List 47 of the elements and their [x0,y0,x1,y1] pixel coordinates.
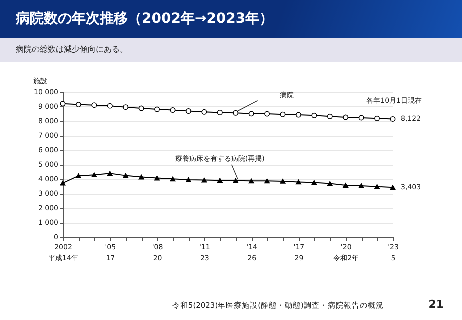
point [327,181,333,186]
point [296,180,302,185]
point [186,108,192,114]
point [390,116,396,122]
point [138,106,144,112]
point [343,114,349,120]
point [123,104,129,110]
point [264,178,270,184]
point [154,106,160,112]
point [327,114,333,120]
point [312,180,318,186]
point [60,180,66,186]
point [186,178,192,182]
point [138,174,144,180]
chart-title: 病院数の年次推移（2002年→2023年） [0,0,462,38]
point [280,179,286,184]
point [170,176,176,182]
point [92,172,98,178]
point [264,111,270,117]
point [233,178,239,184]
point [374,116,380,122]
point [217,178,223,184]
point [92,102,98,108]
point [107,103,113,109]
text: 21 [428,298,444,311]
point [76,102,82,108]
point [358,115,364,121]
point [76,174,82,179]
point [280,112,286,118]
point [312,112,318,118]
point [390,185,396,190]
point [358,184,364,188]
point [107,171,113,176]
point [217,110,223,116]
point [248,178,254,184]
point [296,112,302,118]
point [170,108,176,114]
point [202,109,208,115]
point [233,110,239,116]
point [248,111,254,117]
point [374,184,380,190]
chart-subtitle: 病院の総数は減少傾向にある。 [0,38,462,62]
point [60,101,66,107]
point [154,176,160,181]
point [202,178,208,183]
point [123,173,129,178]
point [343,183,349,188]
